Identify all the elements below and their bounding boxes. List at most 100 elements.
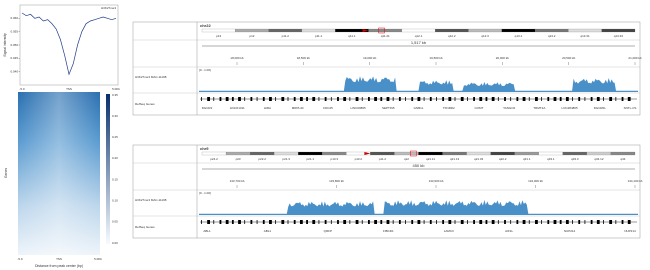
band-label: q21.11 [426,157,435,161]
position-label: 19,500 kb [429,56,443,60]
exon [337,220,339,224]
heatmap-x-tick: 5.0Kb [94,257,102,261]
exon [485,220,488,224]
exon [547,97,550,101]
gene-label: TXNRD2 [443,106,455,110]
colorbar-tick: 0.05 [112,220,118,224]
band-label: q12.1 [415,34,423,38]
exon [627,220,631,224]
exon [281,220,285,224]
exon [207,220,210,224]
exon [275,220,277,224]
exon [269,97,272,101]
exon [238,97,241,101]
gene-label: QRFP [324,229,332,233]
band [418,151,443,156]
exon [423,220,425,224]
exon [244,220,246,224]
position-label: 20,000 kb [496,56,510,60]
exon [287,97,289,101]
exon [213,220,215,224]
colorbar-tick: 0.30 [112,114,118,118]
band-label: q31.1 [523,157,531,161]
exon [380,220,383,224]
band-label: q12.2 [448,34,456,38]
view-marker [410,150,417,157]
exon [330,97,332,101]
exon [436,97,437,101]
band [610,151,636,156]
exon [603,97,604,101]
exon [281,97,285,101]
gene-label: LOC284865 [561,106,578,110]
exon [485,97,488,101]
exon [374,220,377,224]
band-label: p13.3 [331,157,339,161]
exon [219,97,222,101]
exon [528,220,530,224]
exon [392,97,394,101]
exon [479,220,483,224]
gene-label: DGCR6L [594,106,607,110]
exon [231,97,234,101]
exon [516,97,519,101]
band-label: q21.33 [474,157,484,161]
signal-range: [0 - 1.00] [199,191,211,195]
band-label: q33.3 [571,157,579,161]
gene-label: TRMT2A [533,106,545,110]
exon [262,220,265,224]
exon [572,97,573,101]
band [322,151,347,156]
exon [324,97,327,101]
band-label: q22.2 [499,157,507,161]
band-label: q21.13 [450,157,460,161]
gene-label: ABL1 [264,229,272,233]
exon [417,97,421,101]
exon [522,220,526,224]
exon [565,220,569,224]
band-label: q13.33 [614,34,624,38]
exon [460,97,464,101]
band-label: p13.2 [355,157,363,161]
centromere [362,29,369,32]
band-label: q34.12 [594,157,604,161]
band-label: q12.3 [481,34,489,38]
exon [312,220,316,224]
exon [429,97,432,101]
band-label: q34 [620,157,625,161]
band [490,151,515,156]
band [538,151,563,156]
colorbar-tick: 0.20 [112,156,118,160]
exon [522,97,526,101]
exon [510,97,512,101]
gene-label: ABL1 [203,229,211,233]
exon [565,97,569,101]
band [501,28,536,33]
band [468,28,502,33]
band-label: p13 [216,34,221,38]
exon [250,97,253,101]
chromosome: chr22 [200,23,211,28]
gene-track-name: RefSeq Genes [135,102,155,106]
gene-label: FIBCD1 [383,229,394,233]
exon [553,220,557,224]
band-label: q13.31 [580,34,590,38]
exon [355,220,359,224]
position-label: 133,800 kb [329,179,344,183]
coverage [199,200,638,215]
exon [504,220,506,224]
band-label: p11.2 [282,34,290,38]
exon [528,97,530,101]
band-label: p24.2 [210,157,218,161]
exon [219,220,222,224]
x-tick-label: -5.0 [19,87,25,91]
band [298,151,323,156]
band [466,151,491,156]
exon [250,220,253,224]
legend: H3K27me3 [101,6,116,10]
position-label: 19,000 kb [363,56,377,60]
exon [491,97,495,101]
exon [337,97,339,101]
band-label: p23 [236,157,241,161]
signal-track-name: H3K27me3 MAC-11198 [135,75,167,79]
